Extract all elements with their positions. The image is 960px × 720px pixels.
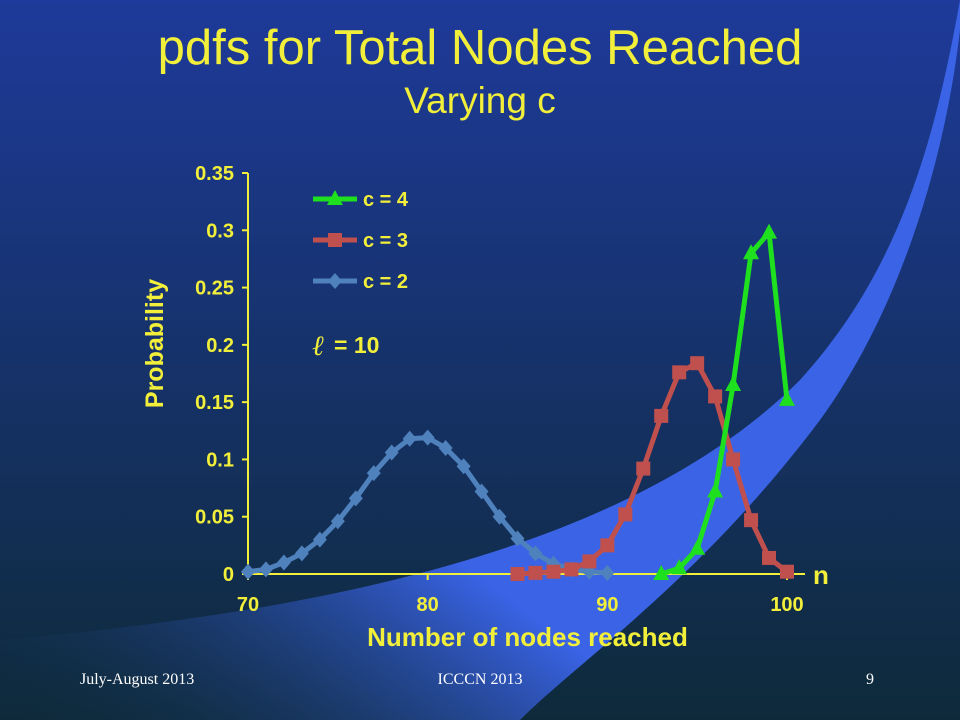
data-point — [492, 508, 507, 525]
plot-area — [241, 223, 795, 581]
data-point — [744, 513, 759, 528]
data-point — [564, 562, 579, 577]
data-point — [653, 565, 670, 580]
data-point — [328, 273, 342, 289]
data-point — [456, 458, 471, 475]
data-point — [348, 490, 363, 507]
data-point — [600, 564, 615, 581]
chart-annotation: = 10 — [334, 332, 379, 358]
legend-item: c = 3 — [313, 230, 408, 252]
data-point — [438, 439, 453, 456]
chart-legend: c = 4 c = 3 c = 2 — [313, 189, 409, 293]
data-point — [689, 539, 706, 555]
data-point — [546, 564, 561, 579]
data-point — [510, 567, 525, 581]
data-point — [402, 430, 417, 447]
x-axis-label: Number of nodes reached — [367, 622, 688, 652]
data-point — [528, 565, 543, 580]
data-point — [708, 389, 723, 404]
data-point — [582, 554, 597, 569]
y-tick-label: 0.2 — [206, 335, 234, 357]
series-c-4 — [653, 223, 795, 580]
data-point — [528, 545, 543, 562]
data-point — [366, 465, 381, 482]
data-point — [258, 561, 273, 578]
legend-label: c = 2 — [363, 271, 408, 293]
data-point — [690, 356, 705, 371]
footer-date: July-August 2013 — [80, 671, 195, 688]
data-point — [474, 483, 489, 500]
data-point — [707, 482, 724, 498]
y-axis-label: Probability — [141, 279, 169, 408]
data-point — [780, 564, 794, 579]
slide-title-block: pdfs for Total Nodes Reached Varying c — [0, 18, 960, 124]
y-tick-label: 0.35 — [195, 163, 234, 185]
data-point — [600, 538, 615, 553]
data-point — [726, 452, 741, 467]
axis-end-label: n — [813, 560, 829, 590]
data-point — [762, 550, 777, 565]
slide-subtitle: Varying c — [404, 80, 556, 121]
y-tick-label: 0.25 — [195, 278, 234, 300]
series-c-2 — [241, 429, 615, 581]
x-tick-label: 70 — [237, 594, 259, 616]
data-point — [420, 429, 435, 446]
data-point — [276, 554, 291, 571]
y-tick-labels: 0 0.05 0.1 0.15 0.2 0.25 0.3 0.35 — [195, 163, 248, 586]
data-point — [779, 390, 795, 406]
y-tick-label: 0.05 — [195, 507, 234, 529]
series-c-3 — [510, 356, 794, 581]
data-point — [330, 513, 345, 530]
x-tick-label: 80 — [417, 594, 439, 616]
data-point — [510, 530, 525, 547]
y-tick-label: 0.15 — [195, 392, 234, 414]
legend-item: c = 2 — [313, 271, 408, 293]
data-point — [725, 375, 742, 391]
data-point — [312, 531, 327, 548]
legend-label: c = 4 — [363, 189, 409, 211]
data-point — [761, 223, 778, 239]
data-point — [636, 461, 651, 476]
data-point — [618, 507, 633, 522]
slide-title: pdfs for Total Nodes Reached — [157, 21, 803, 75]
series-line — [658, 230, 790, 577]
data-point — [328, 233, 342, 247]
data-point — [294, 545, 309, 562]
y-tick-label: 0.1 — [206, 449, 234, 471]
data-point — [327, 190, 343, 205]
data-point — [671, 559, 688, 575]
data-point — [384, 444, 399, 461]
legend-label: c = 3 — [363, 230, 408, 252]
series-line — [515, 360, 790, 577]
data-point — [654, 408, 669, 423]
x-tick-label: 100 — [770, 594, 803, 616]
data-point — [241, 563, 255, 580]
ell-symbol: ℓ — [312, 331, 324, 362]
data-point — [672, 365, 687, 380]
slide-number: 9 — [866, 671, 874, 688]
y-tick-label: 0 — [223, 564, 234, 586]
legend-item: c = 4 — [313, 189, 409, 211]
footer-conference: ICCCN 2013 — [437, 671, 523, 688]
x-tick-label: 90 — [596, 594, 618, 616]
y-tick-label: 0.3 — [206, 220, 234, 242]
data-point — [743, 244, 760, 260]
